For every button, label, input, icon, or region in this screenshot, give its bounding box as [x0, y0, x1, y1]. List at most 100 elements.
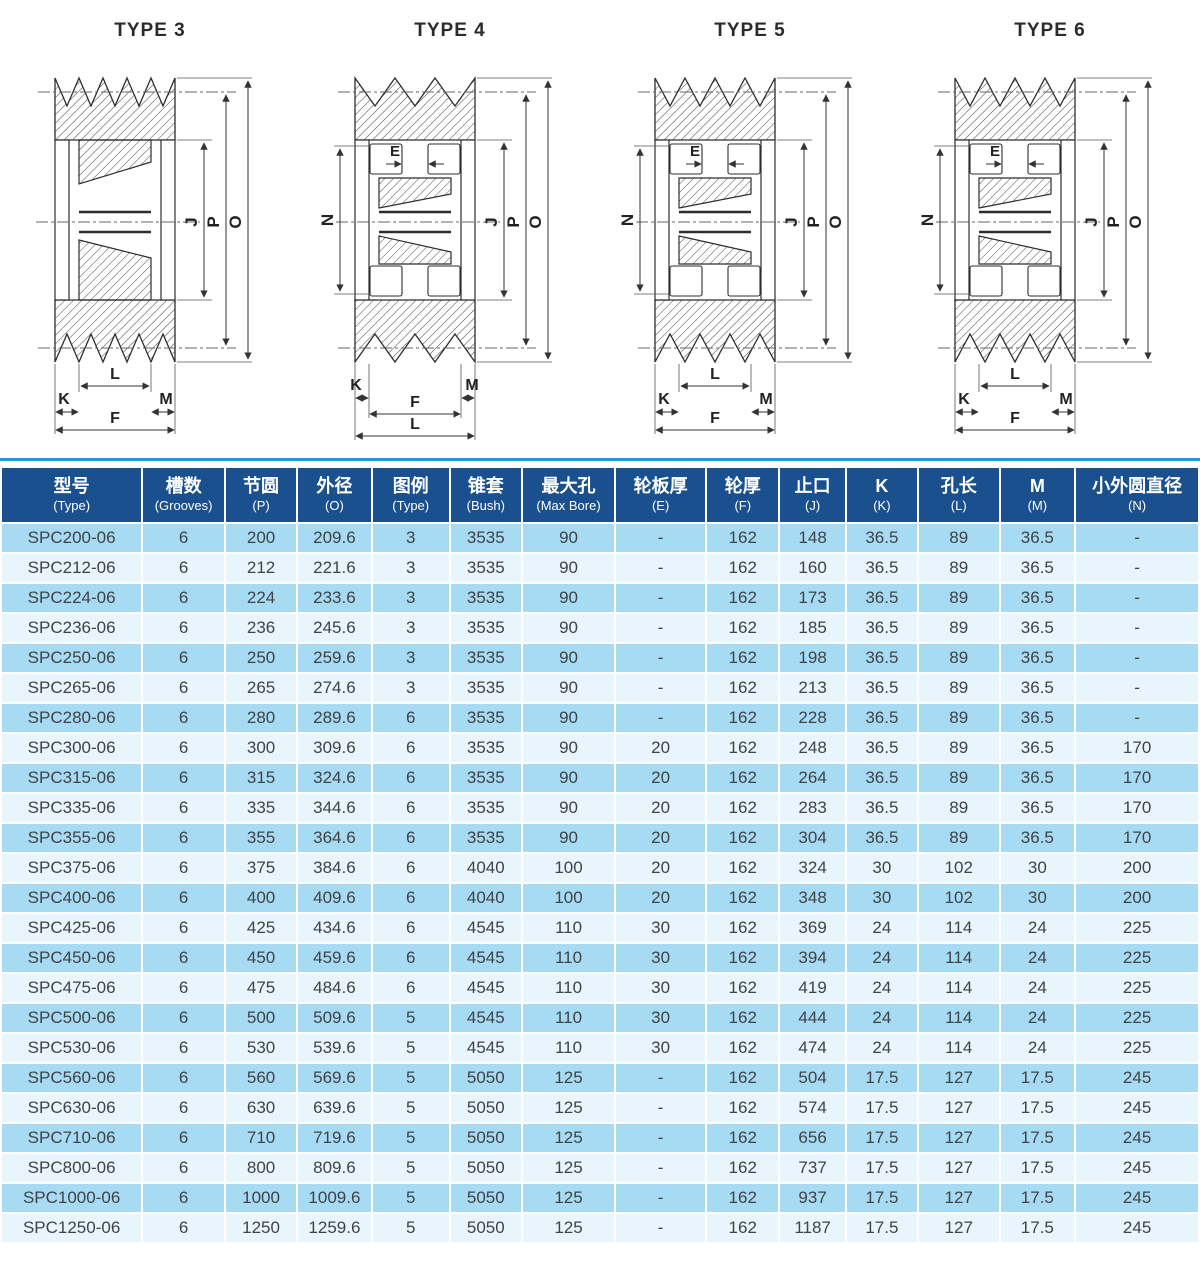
cell: 6: [143, 1154, 224, 1183]
cell: 213: [780, 674, 845, 703]
cell: 500: [225, 1004, 297, 1033]
cell: 6: [143, 1064, 224, 1093]
cell: 400: [225, 884, 297, 913]
cell: SPC800-06: [2, 1154, 142, 1183]
cell: 1250: [225, 1214, 297, 1243]
cell: 110: [522, 974, 615, 1003]
cell: 355: [225, 824, 297, 853]
cell: 114: [918, 974, 999, 1003]
cell: 24: [1000, 1034, 1075, 1063]
cell: 24: [846, 1034, 917, 1063]
cell: 127: [918, 1184, 999, 1213]
cell: 20: [616, 794, 706, 823]
cell: 259.6: [298, 644, 371, 673]
cell: -: [1076, 644, 1198, 673]
column-header-en: (P): [252, 497, 270, 513]
cell: 225: [1076, 974, 1198, 1003]
cell: -: [616, 1214, 706, 1243]
svg-text:M: M: [759, 391, 772, 408]
cell: 125: [522, 1154, 615, 1183]
cell: 6: [372, 734, 449, 763]
cell: 1000: [225, 1184, 297, 1213]
table-row: SPC560-06 6 560 569.6 5 5050 125-162 504 17.5 127…: [2, 1064, 1198, 1093]
cell: 162: [707, 764, 779, 793]
cell: 5: [372, 1214, 449, 1243]
table-row: SPC710-06 6 710 719.6 5 5050 125-162 656 17.5 127…: [2, 1124, 1198, 1153]
cell: 24: [1000, 944, 1075, 973]
cell: 36.5: [846, 614, 917, 643]
cell: 17.5: [1000, 1064, 1075, 1093]
cell: SPC425-06: [2, 914, 142, 943]
cell: -: [1076, 554, 1198, 583]
cell: 89: [918, 644, 999, 673]
cell: 6: [143, 524, 224, 553]
svg-text:P: P: [204, 216, 223, 227]
cell: 245: [1076, 1124, 1198, 1153]
header-row: 型号 (Type) 槽数 (Grooves) 节圆 (P) 外径 (O) 图例 (Type) 锥套(…: [2, 468, 1198, 523]
cell: 110: [522, 944, 615, 973]
svg-text:K: K: [58, 391, 70, 408]
cell: 36.5: [846, 584, 917, 613]
cell: 36.5: [1000, 674, 1075, 703]
cell: 36.5: [846, 524, 917, 553]
diagram-title: TYPE 3: [114, 20, 186, 41]
cell: 5: [372, 1094, 449, 1123]
cell: 89: [918, 584, 999, 613]
cell: 125: [522, 1064, 615, 1093]
cell: 225: [1076, 944, 1198, 973]
cell: 1009.6: [298, 1184, 371, 1213]
table-row: SPC1000-06 6 1000 1009.6 5 5050 125-162 937 17.5…: [2, 1184, 1198, 1213]
cell: 90: [522, 704, 615, 733]
cell: 36.5: [846, 734, 917, 763]
cell: 36.5: [846, 794, 917, 823]
pulley-drawing-type-3-icon: J P O L K M F: [36, 76, 252, 434]
cell: 90: [522, 734, 615, 763]
cell: 324: [780, 854, 845, 883]
column-header-en: (E): [651, 497, 670, 513]
cell: 160: [780, 554, 845, 583]
cell: 228: [780, 704, 845, 733]
svg-text:J: J: [482, 217, 501, 226]
cell: 1187: [780, 1214, 845, 1243]
cell: 3: [372, 524, 449, 553]
cell: 364.6: [298, 824, 371, 853]
cell: 6: [143, 644, 224, 673]
cell: 127: [918, 1154, 999, 1183]
cell: 6: [143, 824, 224, 853]
cell: -: [616, 584, 706, 613]
cell: 1259.6: [298, 1214, 371, 1243]
cell: 434.6: [298, 914, 371, 943]
table-row: SPC265-06 6 265 274.6 3 3535 90-162 213 36.5 89 36…: [2, 674, 1198, 703]
cell: 127: [918, 1214, 999, 1243]
cell: 224: [225, 584, 297, 613]
cell: 530: [225, 1034, 297, 1063]
cell: 30: [616, 974, 706, 1003]
cell: 5: [372, 1124, 449, 1153]
cell: 309.6: [298, 734, 371, 763]
pulley-drawing-type-6-icon: E J P O N L K M F: [918, 76, 1152, 434]
cell: 245: [1076, 1094, 1198, 1123]
cell: 36.5: [1000, 554, 1075, 583]
cell: 114: [918, 1034, 999, 1063]
cell: 162: [707, 704, 779, 733]
cell: SPC450-06: [2, 944, 142, 973]
cell: 17.5: [1000, 1154, 1075, 1183]
table-row: SPC200-06 6 200 209.6 3 3535 90-162 148 36.5 89 36…: [2, 524, 1198, 553]
cell: 36.5: [846, 824, 917, 853]
cell: 20: [616, 884, 706, 913]
svg-text:L: L: [110, 366, 120, 383]
svg-text:E: E: [690, 143, 700, 160]
column-header-zh: 小外圆直径: [1092, 476, 1183, 496]
pulley-drawing-type-5-icon: E J P O N L K M F: [618, 76, 852, 434]
cell: -: [1076, 524, 1198, 553]
svg-text:M: M: [1059, 391, 1072, 408]
cell: 225: [1076, 1004, 1198, 1033]
cell: -: [1076, 584, 1198, 613]
column-header-en: (Type): [392, 497, 430, 513]
cell: 245: [1076, 1154, 1198, 1183]
cell: 17.5: [1000, 1184, 1075, 1213]
cell: 110: [522, 1034, 615, 1063]
cell: 17.5: [846, 1064, 917, 1093]
cell: 114: [918, 944, 999, 973]
